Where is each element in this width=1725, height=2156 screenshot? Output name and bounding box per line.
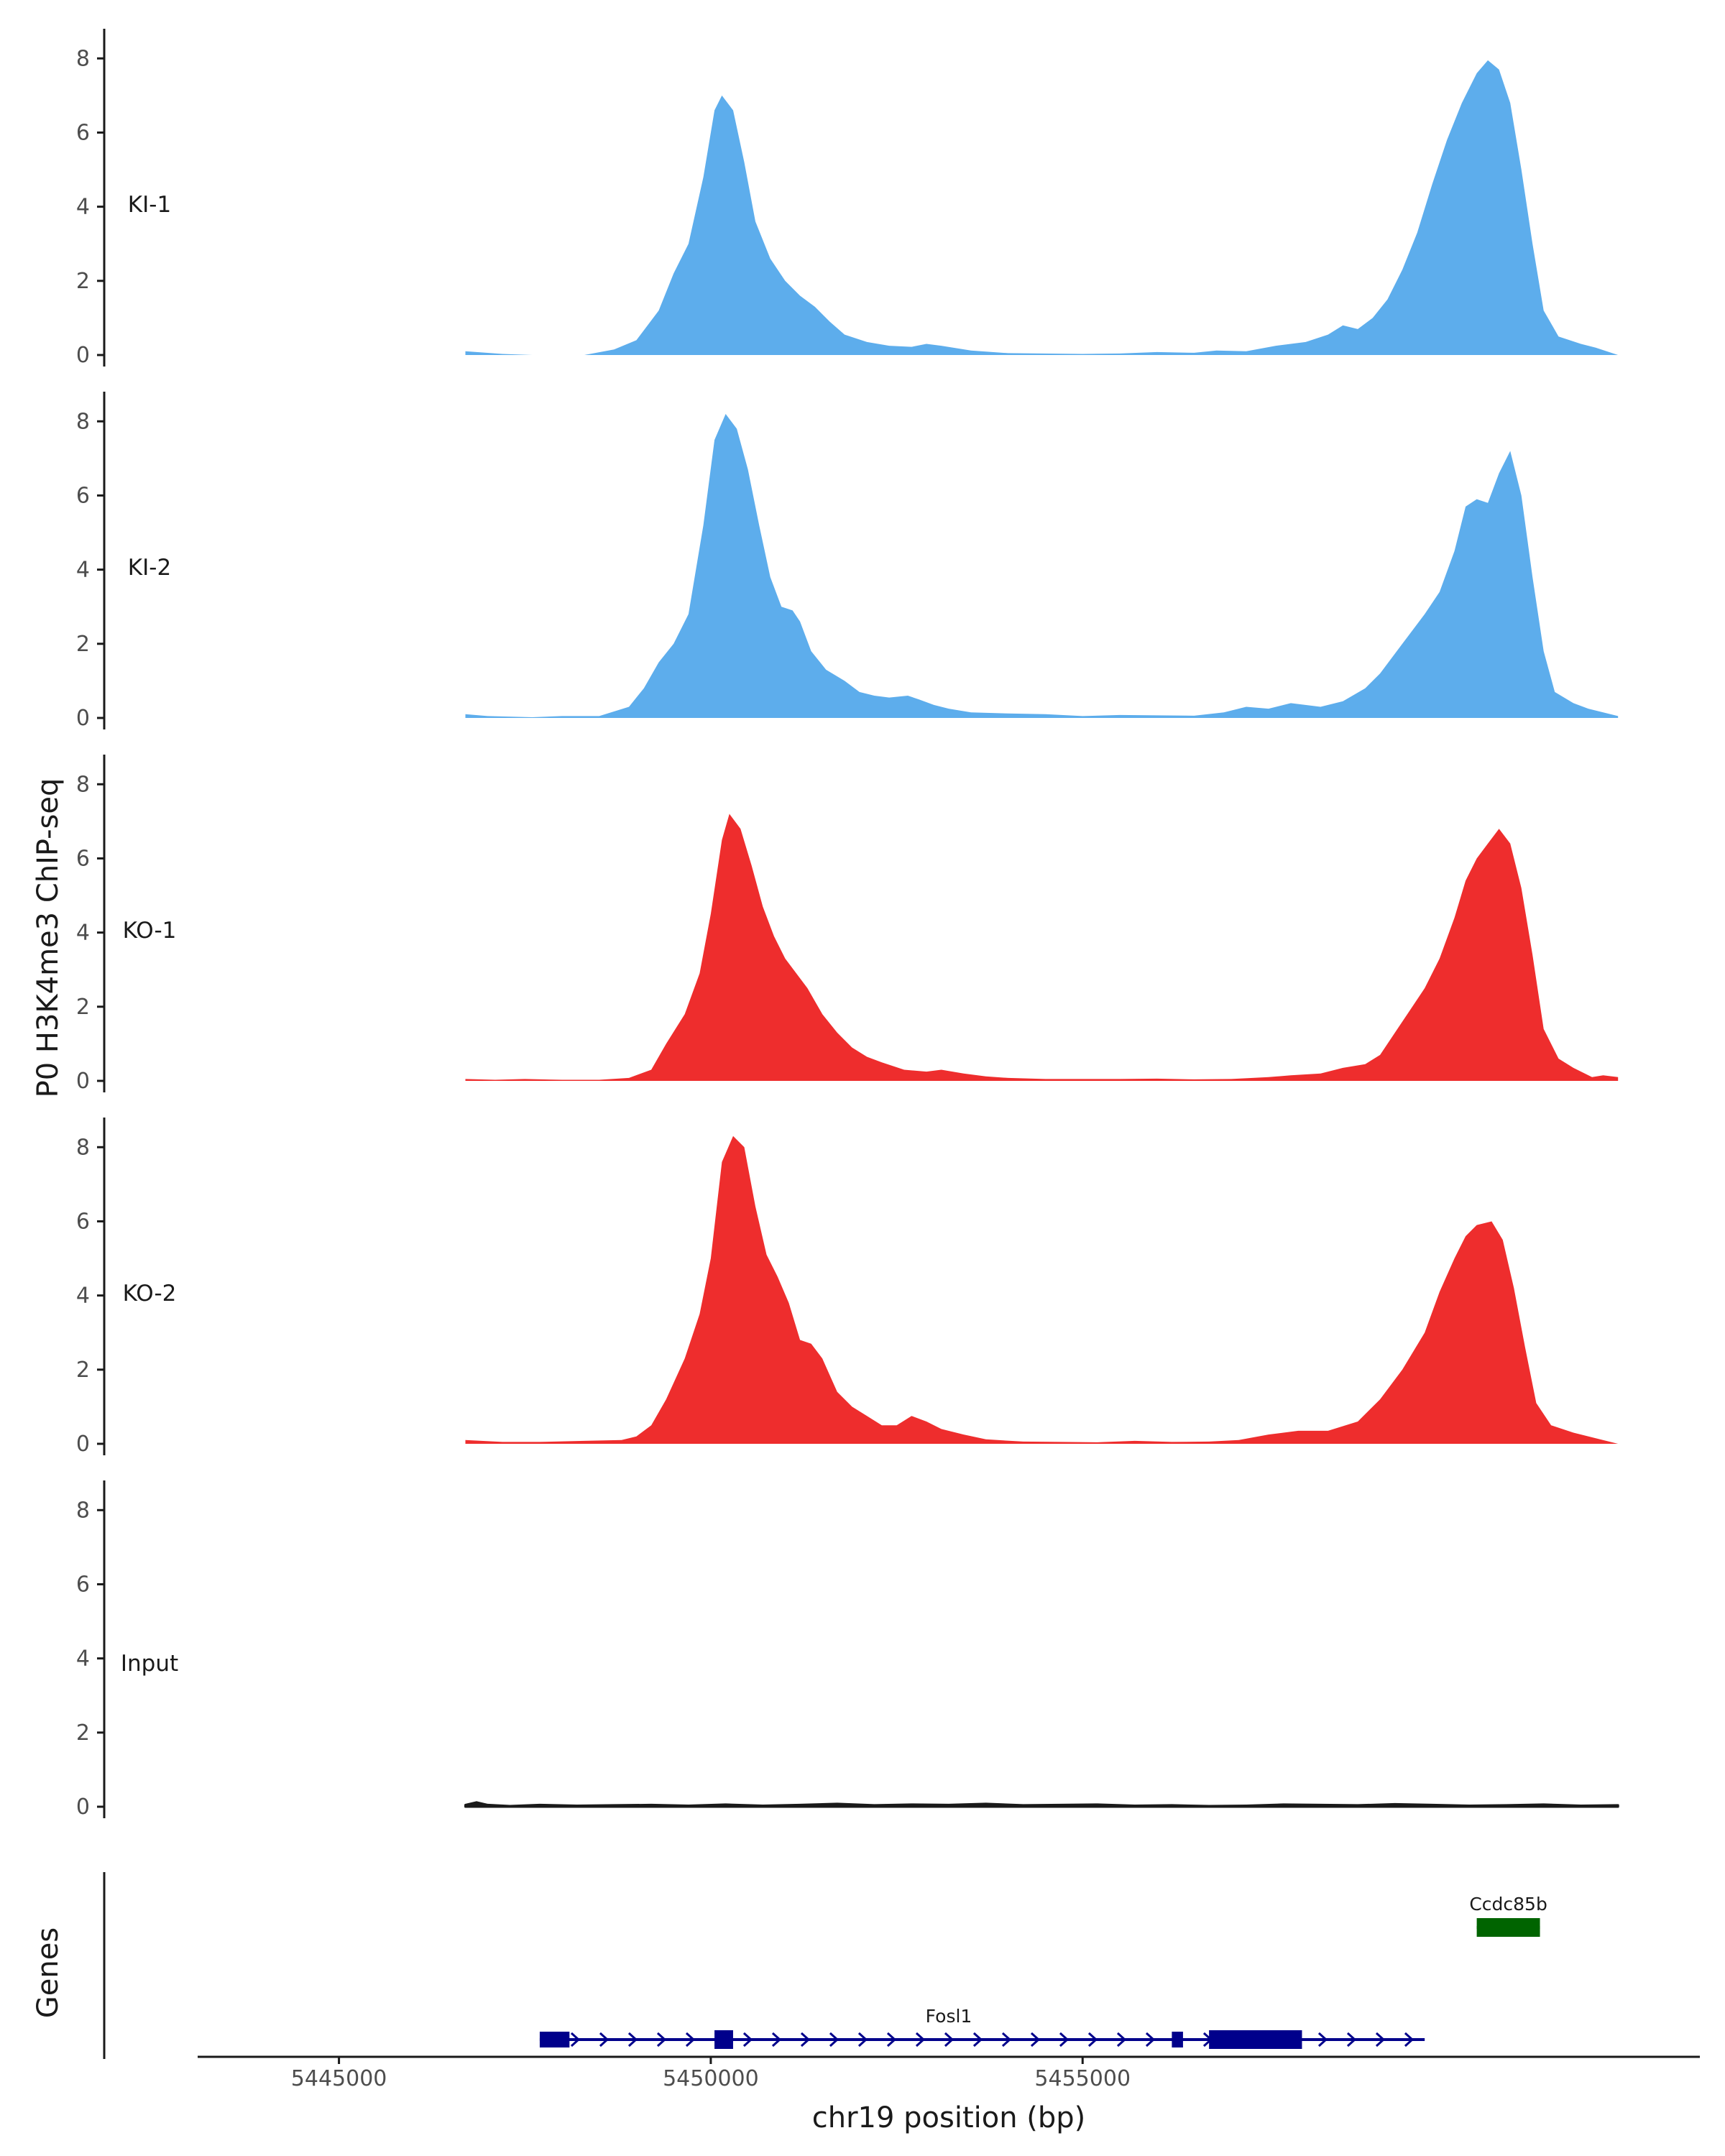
- track-ki-2: 0 2 4 6 8 KI-2: [76, 392, 1619, 731]
- y-tick-label: 6: [76, 846, 90, 871]
- x-axis-title: chr19 position (bp): [812, 2101, 1086, 2134]
- track-label: KO-1: [123, 918, 177, 944]
- exon: [714, 2030, 733, 2049]
- y-tick-label: 2: [76, 1720, 90, 1746]
- y-tick-label: 6: [76, 483, 90, 508]
- y-tick-label: 2: [76, 269, 90, 294]
- x-tick-label: 5455000: [1034, 2066, 1131, 2091]
- coverage-area: [465, 814, 1619, 1081]
- y-tick-label: 6: [76, 1209, 90, 1234]
- strand-arrow: [1346, 2032, 1357, 2047]
- x-tick-label: 5450000: [663, 2066, 759, 2091]
- y-tick-label: 2: [76, 632, 90, 657]
- track-label: Input: [121, 1651, 178, 1677]
- y-tick-label: 4: [76, 195, 90, 220]
- coverage-area: [464, 1801, 1619, 1808]
- gene-ccdc85b: Ccdc85b: [1469, 1894, 1547, 1937]
- strand-arrow: [1145, 2032, 1156, 2047]
- y-tick-label: 8: [76, 1135, 90, 1160]
- strand-arrow: [944, 2032, 954, 2047]
- strand-arrow: [915, 2032, 926, 2047]
- y-axis-title: P0 H3K4me3 ChIP-seq: [32, 778, 65, 1098]
- track-ko-1: 0 2 4 6 8 KO-1: [76, 755, 1619, 1094]
- strand-arrow: [1087, 2032, 1098, 2047]
- track-label: KI-1: [128, 192, 171, 218]
- y-tick-label: 8: [76, 409, 90, 434]
- y-tick-label: 0: [76, 1432, 90, 1457]
- y-tick-label: 6: [76, 1572, 90, 1597]
- exon: [539, 2032, 570, 2047]
- strand-arrow: [1059, 2032, 1070, 2047]
- strand-arrow: [771, 2032, 782, 2047]
- y-tick-label: 0: [76, 1069, 90, 1094]
- y-tick-label: 4: [76, 1284, 90, 1309]
- strand-arrow: [685, 2032, 696, 2047]
- track-label: KI-2: [128, 555, 171, 581]
- track-input: 0 2 4 6 8 Input: [76, 1480, 1619, 1820]
- strand-arrow: [1375, 2032, 1386, 2047]
- y-tick-label: 4: [76, 1646, 90, 1672]
- y-tick-label: 8: [76, 46, 90, 71]
- gene-annotation-track: Fosl1 Ccdc85b: [103, 1872, 1547, 2059]
- gene-name-label: Fosl1: [926, 2006, 972, 2027]
- strand-arrow: [656, 2032, 667, 2047]
- y-tick-label: 8: [76, 772, 90, 797]
- y-tick-label: 2: [76, 1358, 90, 1383]
- coverage-tracks: 0 2 4 6 8 KI-1 0 2 4 6 8 KI-2 0 2 4 6 8 KO-1 0 2 4 6 8 KO-2 0 2 4 6…: [76, 29, 1619, 1820]
- track-ki-1: 0 2 4 6 8 KI-1: [76, 29, 1619, 368]
- strand-arrow: [857, 2032, 868, 2047]
- x-axis: 5445000 5450000 5455000: [198, 2055, 1700, 2091]
- track-label: KO-2: [123, 1281, 177, 1307]
- exon: [1172, 2032, 1183, 2047]
- genes-axis-title: Genes: [32, 1927, 65, 2018]
- y-tick-label: 4: [76, 558, 90, 583]
- y-tick-label: 2: [76, 995, 90, 1020]
- strand-arrow: [1317, 2032, 1328, 2047]
- x-tick-label: 5445000: [291, 2066, 387, 2091]
- strand-arrow: [886, 2032, 897, 2047]
- gene-fosl1: Fosl1: [539, 2006, 1425, 2049]
- coverage-area: [465, 60, 1619, 356]
- y-tick-label: 0: [76, 706, 90, 731]
- y-tick-label: 8: [76, 1498, 90, 1523]
- y-tick-label: 4: [76, 921, 90, 946]
- exon: [1476, 1918, 1540, 1937]
- y-tick-label: 0: [76, 1795, 90, 1820]
- exon: [1209, 2030, 1302, 2049]
- strand-arrow: [800, 2032, 811, 2047]
- strand-arrow: [599, 2032, 610, 2047]
- y-tick-label: 6: [76, 120, 90, 145]
- strand-arrow: [742, 2032, 753, 2047]
- strand-arrow: [972, 2032, 983, 2047]
- coverage-area: [465, 1135, 1619, 1444]
- strand-arrow: [1001, 2032, 1012, 2047]
- strand-arrow: [570, 2032, 581, 2047]
- strand-arrow: [1116, 2032, 1127, 2047]
- y-tick-label: 0: [76, 343, 90, 368]
- strand-arrow: [1030, 2032, 1041, 2047]
- track-ko-2: 0 2 4 6 8 KO-2: [76, 1118, 1619, 1457]
- coverage-area: [465, 414, 1619, 718]
- gene-name-label: Ccdc85b: [1469, 1894, 1547, 1915]
- strand-arrow: [829, 2032, 840, 2047]
- strand-arrow: [1404, 2032, 1414, 2047]
- strand-arrow: [627, 2032, 638, 2047]
